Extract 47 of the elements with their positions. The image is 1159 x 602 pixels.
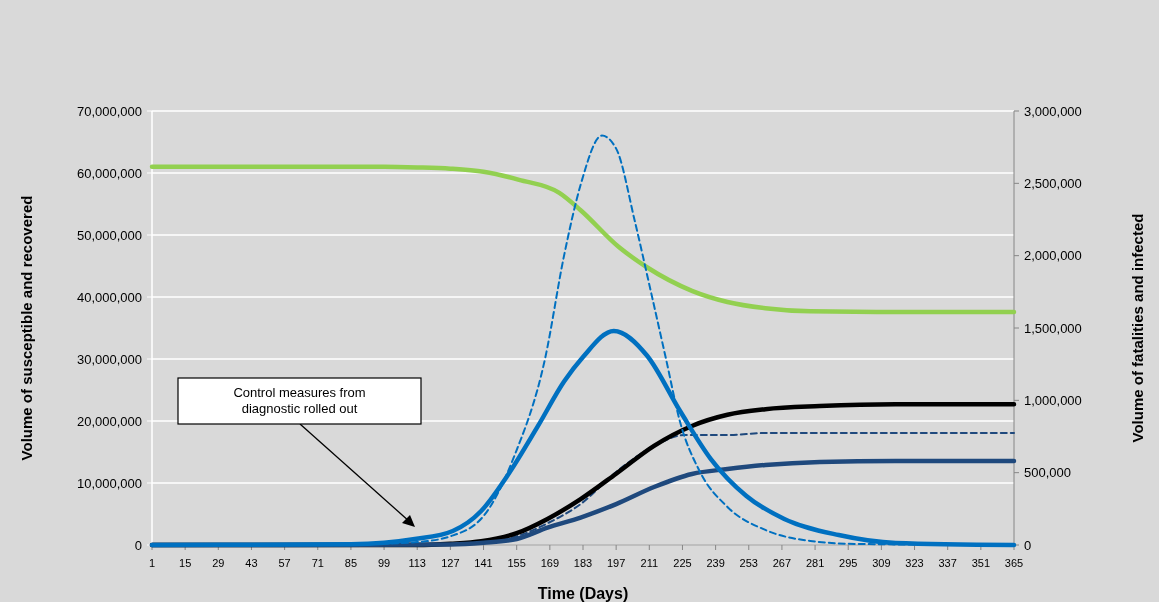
x-tick-label: 239 [706, 557, 725, 569]
x-tick-label: 281 [805, 557, 825, 569]
y-tick-label: 60,000,000 [76, 165, 142, 181]
x-tick-label: 365 [1004, 557, 1024, 569]
x-tick-label: 43 [245, 557, 258, 569]
x-tick-label: 71 [311, 557, 324, 569]
x-tick-label: 267 [772, 557, 792, 569]
y-tick-label: 30,000,000 [76, 351, 142, 367]
y-tick-label: 0 [134, 537, 142, 553]
line-series [149, 164, 1017, 315]
y-axis-title: Volume of susceptible and recovered [18, 195, 35, 461]
x-tick-label: 127 [441, 557, 460, 569]
y2-axis-title: Volume of fatalities and infected [1129, 213, 1146, 443]
x-tick-label: 29 [212, 557, 225, 569]
x-tick-label: 15 [179, 557, 192, 569]
x-tick-label: 337 [938, 557, 957, 569]
y2-tick-label: 0 [1024, 537, 1032, 553]
x-tick-label: 197 [606, 557, 626, 569]
y-tick-label: 10,000,000 [76, 475, 142, 491]
y2-tick-label: 1,000,000 [1024, 392, 1082, 408]
x-tick-label: 309 [872, 557, 891, 569]
x-tick-label: 99 [377, 557, 391, 569]
y-tick-label: 20,000,000 [76, 413, 142, 429]
y2-tick-label: 2,500,000 [1024, 175, 1082, 191]
x-tick-label: 211 [640, 557, 659, 569]
x-tick-label: 183 [573, 557, 593, 569]
y2-tick-label: 3,000,000 [1024, 103, 1082, 119]
x-tick-label: 155 [507, 557, 526, 569]
x-tick-label: 57 [278, 557, 291, 569]
x-tick-label: 141 [474, 557, 493, 569]
y2-tick-label: 2,000,000 [1024, 248, 1082, 264]
x-tick-label: 1 [148, 557, 156, 569]
x-tick-label: 169 [540, 557, 560, 569]
y2-tick-label: 500,000 [1024, 465, 1071, 481]
x-tick-label: 225 [673, 557, 692, 569]
x-tick-label: 113 [408, 557, 426, 569]
y-tick-label: 50,000,000 [76, 227, 142, 243]
annotation: Control measures from diagnostic rolled out [233, 385, 366, 416]
x-tick-label: 323 [905, 557, 924, 569]
y2-tick-label: 1,500,000 [1024, 320, 1082, 336]
x-tick-label: 253 [739, 557, 758, 569]
y-tick-label: 40,000,000 [76, 289, 142, 305]
x-tick-label: 351 [971, 557, 991, 569]
y-tick-label: 70,000,000 [76, 103, 142, 119]
x-axis-title: Time (Days) [537, 585, 629, 602]
x-tick-label: 85 [344, 557, 358, 569]
x-tick-label: 295 [839, 557, 858, 569]
